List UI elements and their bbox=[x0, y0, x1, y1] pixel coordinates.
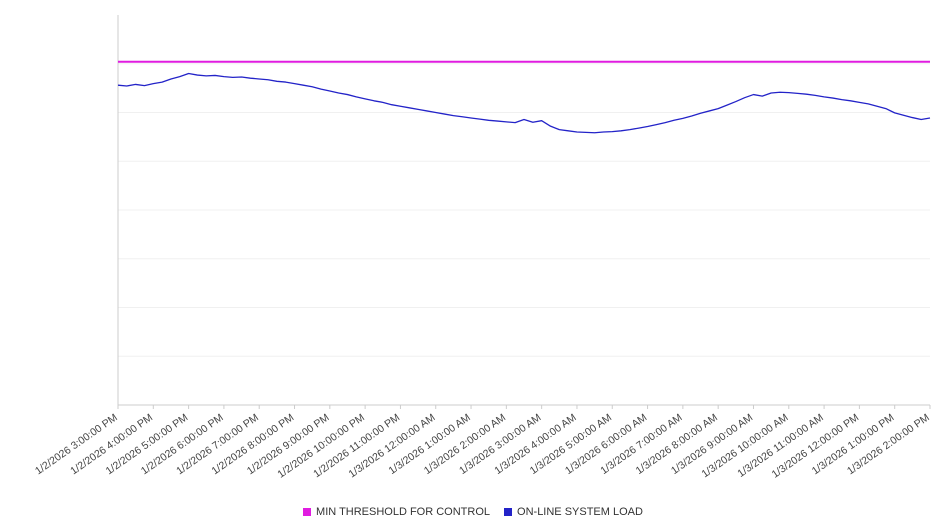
legend-swatch-online-system-load-icon bbox=[504, 508, 513, 516]
legend-item-online-system-load[interactable]: ON-LINE SYSTEM LOAD bbox=[504, 506, 643, 518]
chart-legend: MIN THRESHOLD FOR CONTROL ON-LINE SYSTEM… bbox=[0, 506, 946, 518]
legend-label-online-system-load: ON-LINE SYSTEM LOAD bbox=[517, 506, 643, 518]
legend-item-min-threshold[interactable]: MIN THRESHOLD FOR CONTROL bbox=[303, 506, 490, 518]
line-chart: 1/2/2026 3:00:00 PM1/2/2026 4:00:00 PM1/… bbox=[33, 15, 932, 481]
legend-swatch-min-threshold-icon bbox=[303, 508, 312, 516]
legend-label-min-threshold: MIN THRESHOLD FOR CONTROL bbox=[316, 506, 491, 518]
